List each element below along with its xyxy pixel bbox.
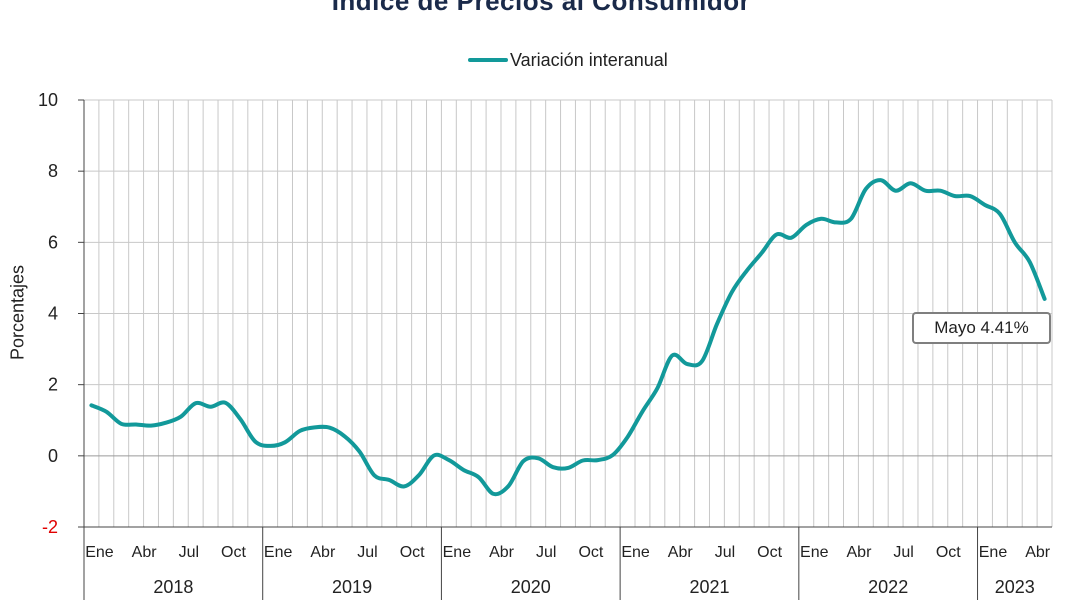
y-tick-label: 0	[48, 446, 58, 466]
x-tick-label: Jul	[893, 544, 913, 561]
series	[89, 178, 1047, 497]
x-tick-label: Abr	[310, 544, 336, 561]
x-tick-label: Oct	[400, 544, 425, 561]
year-label: 2018	[153, 577, 193, 597]
legend-swatch	[468, 58, 508, 62]
x-tick-label: Ene	[264, 544, 293, 561]
legend: Variación interanual	[468, 48, 668, 72]
x-tick-label: Jul	[357, 544, 377, 561]
y-tick-label: 10	[38, 90, 58, 110]
x-tick-label: Ene	[443, 544, 472, 561]
y-ticks: -2 0 2 4 6 8 10	[38, 90, 58, 537]
chart-title: Índice de Precios al Consumidor	[331, 0, 751, 16]
y-tick-label: -2	[42, 517, 58, 537]
y-tick-label: 2	[48, 375, 58, 395]
year-label: 2021	[689, 577, 729, 597]
legend-label: Variación interanual	[510, 49, 668, 70]
y-tick-label: 4	[48, 304, 58, 324]
x-tick-label: Oct	[578, 544, 603, 561]
x-tick-label: Ene	[621, 544, 650, 561]
x-tick-label: Oct	[221, 544, 246, 561]
x-tick-label: Abr	[132, 544, 158, 561]
x-tick-label: Ene	[800, 544, 829, 561]
x-tick-label: Oct	[936, 544, 961, 561]
x-tick-label: Ene	[979, 544, 1008, 561]
axes	[78, 99, 1052, 600]
x-tick-label: Oct	[757, 544, 782, 561]
x-ticks: Ene Abr Jul Oct Ene Abr Jul Oct Ene Abr Jul Oct Ene A…	[85, 544, 1051, 597]
year-label: 2019	[332, 577, 372, 597]
x-tick-label: Abr	[847, 544, 873, 561]
y-tick-label: 8	[48, 161, 58, 181]
grid	[83, 99, 1053, 528]
x-tick-label: Jul	[536, 544, 556, 561]
x-tick-label: Ene	[85, 544, 114, 561]
x-tick-label: Abr	[489, 544, 515, 561]
x-tick-label: Abr	[668, 544, 694, 561]
year-label: 2020	[511, 577, 551, 597]
series-line-variacion-interanual	[89, 178, 1047, 497]
year-label: 2023	[995, 577, 1035, 597]
annotation-callout: Mayo 4.41%	[912, 312, 1051, 344]
x-tick-label: Jul	[179, 544, 199, 561]
year-label: 2022	[868, 577, 908, 597]
x-tick-label: Abr	[1025, 544, 1051, 561]
x-tick-label: Jul	[715, 544, 735, 561]
y-tick-label: 6	[48, 232, 58, 252]
